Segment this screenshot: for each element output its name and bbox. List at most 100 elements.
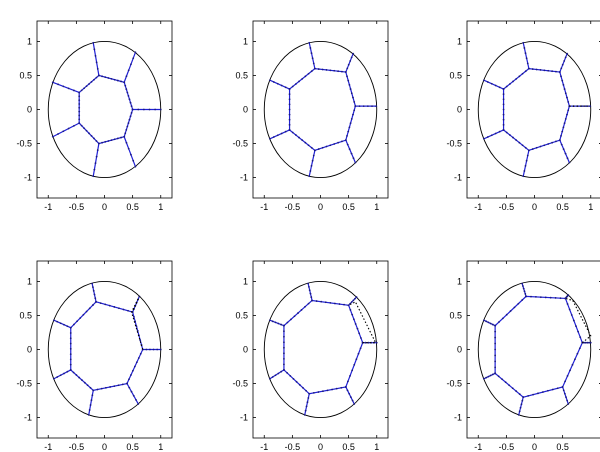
mesh-point [305,405,308,408]
mesh-point [562,389,565,392]
mesh-point [563,88,566,90]
mesh-point [105,386,107,389]
mesh-point [563,392,566,395]
inner-mesh-polygon [283,299,364,395]
mesh-point [130,374,132,376]
y-tick-label: 1 [457,276,462,286]
mesh-point [127,309,129,312]
mesh-point [348,83,351,86]
mesh-point [321,68,324,71]
mesh-point [521,72,524,75]
mesh-point [274,374,277,377]
mesh-point [522,396,525,399]
mesh-point [490,134,493,137]
mesh-point [310,164,313,167]
mesh-point [567,403,570,405]
mesh-point [356,327,359,330]
mesh-point [502,93,505,96]
y-tick-label: 0.5 [235,70,248,80]
mesh-point [518,75,521,78]
mesh-point [288,88,291,90]
mesh-point [563,60,566,62]
mesh-point [69,332,72,334]
mesh-point [159,108,162,111]
mesh-point [350,56,353,59]
x-tick-label: -1 [260,202,268,212]
mesh-point [518,141,521,144]
mesh-point [101,75,103,78]
mesh-point [69,358,72,361]
mesh-point [346,134,348,137]
mesh-point [313,149,316,152]
mesh-point [88,83,90,85]
mesh-point [360,337,362,339]
mesh-point [69,337,72,340]
mesh-point [280,132,283,135]
mesh-point [268,137,271,140]
mesh-point [127,94,130,97]
mesh-point [310,70,313,73]
mesh-point [66,325,69,328]
x-tick-label: -0.5 [499,202,515,212]
mesh-point [580,105,583,107]
mesh-point [505,131,508,134]
mesh-point [137,108,140,111]
mesh-point [519,406,522,409]
mesh-point [283,357,285,360]
mesh-point [268,79,271,82]
mesh-point [547,69,550,72]
plot-area [477,40,592,179]
mesh-point [512,136,514,139]
mesh-point [80,89,83,92]
mesh-point [564,380,566,383]
mesh-point [571,363,574,366]
mesh-point [371,105,373,107]
mesh-point [494,132,497,135]
mesh-point [126,125,129,128]
mesh-point [539,296,542,299]
mesh-point [517,413,520,416]
mesh-point [303,413,306,416]
mesh-point [494,366,497,369]
mesh-point [268,377,271,380]
mesh-point [284,86,287,89]
mesh-point [272,136,275,138]
mesh-point [93,293,96,296]
mesh-point [132,315,135,318]
mesh-point [96,388,99,391]
mesh-point [107,140,110,142]
x-tick-label: 0 [532,202,537,212]
plot-area [263,40,378,179]
mesh-point [525,159,528,162]
mesh-point [482,137,485,140]
y-tick-label: 1 [457,36,462,46]
mesh-point [568,308,571,311]
mesh-point [497,375,500,378]
mesh-point [122,308,125,311]
y-tick-label: -0.5 [16,139,32,149]
mesh-point [502,108,505,111]
mesh-spoke [123,52,136,83]
mesh-point [126,382,128,385]
mesh-point [542,391,544,393]
mesh-point [88,132,90,135]
mesh-point [69,342,72,345]
y-tick-label: -0.5 [232,379,248,389]
outer-boundary-circle [477,280,592,419]
mesh-point [123,81,126,84]
mesh-point [73,124,75,127]
mesh-point [579,336,582,339]
mesh-point [304,409,307,412]
mesh-point [358,105,361,107]
y-tick-label: -1 [454,413,462,423]
mesh-point [562,148,565,151]
mesh-point [354,297,356,300]
mesh-point [284,130,287,133]
mesh-point [567,294,570,296]
y-tick-label: 1 [27,276,32,286]
mesh-point [113,306,116,308]
inner-mesh-polygon [494,295,583,398]
mesh-point [130,112,133,114]
subplot-6: -1 -0.5 0 0.5 1 0.5 0 -0.5 -1 [446,260,600,452]
mesh-point [524,146,527,149]
